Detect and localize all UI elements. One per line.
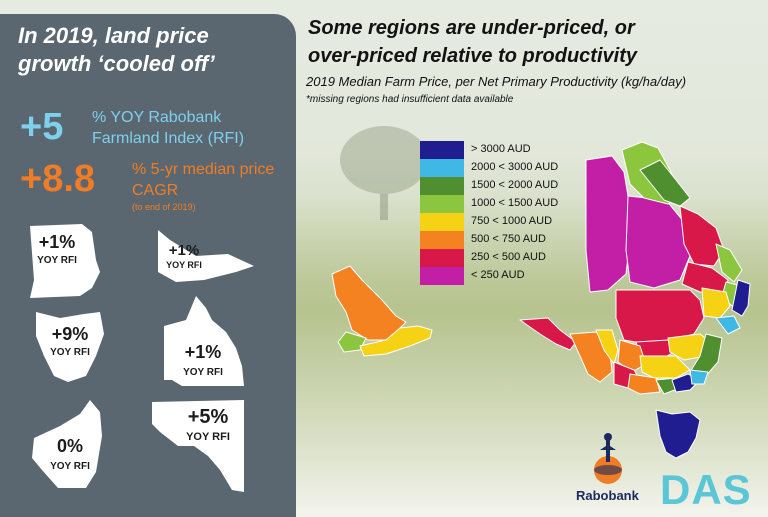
legend-item: 750 < 1000 AUD <box>420 213 600 231</box>
nsw-region-lightblue <box>715 315 741 335</box>
map-legend: > 3000 AUD 2000 < 3000 AUD 1500 < 2000 A… <box>420 141 600 285</box>
tree-silhouette <box>340 126 428 220</box>
das-logo-text: DAS <box>660 466 752 513</box>
qld-shape-icon <box>164 296 244 386</box>
map-subtitle: 2019 Median Farm Price, per Net Primary … <box>306 74 687 89</box>
legend-swatch <box>420 159 464 177</box>
cagr-value: +8.8 <box>20 158 96 200</box>
wa-region-orange <box>331 265 407 341</box>
state-card-value: +9% <box>51 324 89 344</box>
sa-region-yellow <box>595 329 619 365</box>
legend-item: 250 < 500 AUD <box>420 249 600 267</box>
state-card-5: 0% YOY RFI <box>42 436 98 472</box>
tas-shape-icon <box>36 312 104 382</box>
legend-swatch <box>420 177 464 195</box>
state-card-value: +1% <box>168 242 200 259</box>
legend-label: 500 < 750 AUD <box>471 233 546 245</box>
state-card-label: YOY RFI <box>50 461 90 472</box>
nsw-region-orange <box>617 339 647 373</box>
state-card-value: +1% <box>184 342 222 362</box>
legend-item: < 250 AUD <box>420 267 600 285</box>
rabobank-logo-text: Rabobank <box>576 488 639 503</box>
wa-shape-icon <box>32 400 102 488</box>
nsw-region-yellow <box>701 287 731 319</box>
title-line-1: Some regions are under-priced, or <box>308 17 635 39</box>
state-card-value: +1% <box>38 232 76 252</box>
rabobank-logo-icon <box>594 433 622 484</box>
cagr-note: (to end of 2019) <box>132 202 196 212</box>
legend-swatch <box>420 141 464 159</box>
legend-label: 2000 < 3000 AUD <box>471 161 559 173</box>
rfi-yoy-label: % YOY Rabobank Farmland Index (RFI) <box>92 109 245 147</box>
vic-region-orange-central <box>627 373 661 395</box>
state-card-4: +1% YOY RFI <box>170 342 236 378</box>
state-card-label: YOY RFI <box>186 431 230 443</box>
sa-region-red <box>519 317 577 351</box>
legend-label: < 250 AUD <box>471 269 525 281</box>
state-card-6: +5% YOY RFI <box>176 406 240 443</box>
legend-label: 250 < 500 AUD <box>471 251 546 263</box>
title-line-2: over-priced relative to productivity <box>308 45 637 67</box>
legend-swatch <box>420 213 464 231</box>
state-card-3: +9% YOY RFI <box>40 324 100 358</box>
state-card-value: 0% <box>56 436 83 456</box>
state-card-label: YOY RFI <box>50 347 90 358</box>
legend-swatch <box>420 249 464 267</box>
tas-region-blue <box>655 409 701 459</box>
legend-item: > 3000 AUD <box>420 141 600 159</box>
state-card-2: +1% YOY RFI <box>158 242 210 270</box>
wa-region-green <box>337 331 367 353</box>
state-card-1: +1% YOY RFI <box>30 232 84 266</box>
state-card-label: YOY RFI <box>183 367 223 378</box>
wa-region-yellow <box>359 325 433 357</box>
legend-swatch <box>420 231 464 249</box>
legend-item: 1500 < 2000 AUD <box>420 177 600 195</box>
legend-label: > 3000 AUD <box>471 143 531 155</box>
state-card-label: YOY RFI <box>37 255 77 266</box>
rfi-yoy-value: +5 <box>20 106 64 148</box>
legend-label: 750 < 1000 AUD <box>471 215 553 227</box>
state-silhouettes <box>30 224 254 492</box>
nsw-shape-icon <box>30 224 100 298</box>
vic-shape-icon <box>158 230 254 282</box>
legend-label: 1000 < 1500 AUD <box>471 197 559 209</box>
state-card-value: +5% <box>187 406 229 428</box>
legend-item: 500 < 750 AUD <box>420 231 600 249</box>
legend-swatch <box>420 267 464 285</box>
qld-region-darkgreen <box>639 159 691 207</box>
vic-region-lightblue <box>689 369 709 385</box>
page-title: Some regions are under-priced, or over-p… <box>308 14 758 70</box>
qld-region-magenta-central <box>625 195 691 289</box>
state-card-label: YOY RFI <box>166 260 202 270</box>
legend-item: 2000 < 3000 AUD <box>420 159 600 177</box>
legend-item: 1000 < 1500 AUD <box>420 195 600 213</box>
sa-shape-icon <box>152 400 244 492</box>
map-footnote: *missing regions had insufficient data a… <box>306 94 514 105</box>
legend-swatch <box>420 195 464 213</box>
qld-region-lightgreen-coast <box>715 243 743 283</box>
legend-label: 1500 < 2000 AUD <box>471 179 559 191</box>
panel-headline: In 2019, land price growth ‘cooled off’ <box>18 23 215 76</box>
nsw-region-blue <box>731 279 751 317</box>
cagr-label: % 5-yr median price CAGR <box>132 161 275 199</box>
